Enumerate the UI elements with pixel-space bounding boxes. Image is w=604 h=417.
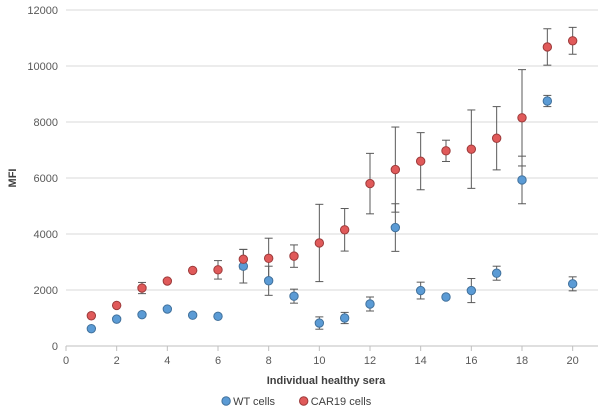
car19-cells-point bbox=[263, 253, 274, 264]
legend-marker bbox=[299, 396, 309, 406]
wt-cells-point bbox=[339, 313, 350, 323]
gridlines bbox=[66, 9, 598, 291]
car19-cells-point bbox=[213, 265, 223, 275]
wt-cells-point bbox=[289, 291, 299, 301]
car19-cells-point bbox=[289, 251, 299, 261]
wt-cells-point bbox=[213, 311, 223, 322]
car19-cells-point bbox=[111, 300, 122, 311]
x-tick-label: 0 bbox=[63, 355, 69, 367]
car19-cells-point bbox=[238, 254, 249, 264]
wt-cells-point bbox=[441, 292, 451, 302]
error-bars bbox=[138, 26, 577, 330]
car19-cells-point bbox=[441, 146, 451, 156]
car19-cells-point bbox=[137, 283, 147, 293]
wt-cells-point bbox=[491, 268, 502, 278]
wt-cells-point bbox=[314, 318, 325, 328]
y-tick-label: 12000 bbox=[27, 5, 58, 17]
x-axis-title: Individual healthy sera bbox=[267, 375, 386, 387]
legend-label: CAR19 cells bbox=[311, 396, 372, 408]
car19-cells-point bbox=[466, 144, 477, 154]
car19-cells-point bbox=[86, 311, 97, 321]
car19-cells-point bbox=[187, 265, 198, 276]
x-tick-label: 20 bbox=[567, 355, 579, 367]
x-tick-label: 12 bbox=[364, 355, 376, 367]
x-tick-label: 8 bbox=[266, 355, 272, 367]
x-tick-label: 16 bbox=[465, 355, 477, 367]
wt-cells-point bbox=[466, 285, 477, 296]
wt-cells-point bbox=[86, 323, 97, 334]
wt-cells-point bbox=[542, 96, 553, 106]
axes: 0 2000 4000 6000 8000 10000 12000 0 2 4 6 8 10 12 14 16… bbox=[27, 5, 598, 367]
y-axis-title: MFI bbox=[7, 169, 19, 188]
x-tick-label: 14 bbox=[415, 355, 427, 367]
legend-marker bbox=[221, 396, 231, 406]
x-tick-label: 4 bbox=[164, 355, 170, 367]
car19-cells-point bbox=[314, 238, 325, 248]
y-tick-label: 0 bbox=[52, 341, 58, 353]
wt-cells-point bbox=[365, 299, 375, 309]
wt-cells-point bbox=[263, 276, 274, 286]
legend-item-wt-cells: WT cells bbox=[221, 396, 276, 408]
wt-cells-point bbox=[390, 222, 401, 233]
car19-cells-point bbox=[415, 156, 426, 166]
legend-label: WT cells bbox=[233, 396, 275, 408]
wt-cells-point bbox=[567, 279, 578, 289]
x-tick-label: 6 bbox=[215, 355, 221, 367]
y-tick-label: 6000 bbox=[34, 173, 58, 185]
wt-cells-point bbox=[111, 314, 122, 324]
legend-item-car19-cells: CAR19 cells bbox=[299, 396, 372, 408]
car19-cells-point bbox=[567, 36, 578, 46]
x-tick-label: 18 bbox=[516, 355, 528, 367]
x-tick-label: 10 bbox=[313, 355, 325, 367]
wt-cells-point bbox=[187, 310, 198, 320]
y-tick-label: 4000 bbox=[34, 229, 58, 241]
wt-cells-point bbox=[162, 304, 173, 314]
car19-cells-point bbox=[491, 133, 502, 143]
car19-cells-point bbox=[162, 276, 173, 286]
y-tick-label: 2000 bbox=[34, 285, 58, 297]
y-tick-label: 10000 bbox=[27, 61, 58, 73]
data-points bbox=[86, 36, 578, 334]
wt-cells-point bbox=[137, 309, 147, 320]
car19-cells-point bbox=[517, 113, 527, 123]
y-tick-label: 8000 bbox=[34, 117, 58, 129]
car19-cells-point bbox=[339, 225, 350, 235]
car19-cells-point bbox=[390, 164, 401, 175]
car19-cells-point bbox=[542, 42, 553, 52]
wt-cells-point bbox=[517, 175, 527, 185]
wt-cells-point bbox=[415, 285, 426, 296]
x-tick-label: 2 bbox=[114, 355, 120, 367]
car19-cells-point bbox=[365, 178, 375, 189]
legend: WT cells CAR19 cells bbox=[221, 396, 372, 408]
